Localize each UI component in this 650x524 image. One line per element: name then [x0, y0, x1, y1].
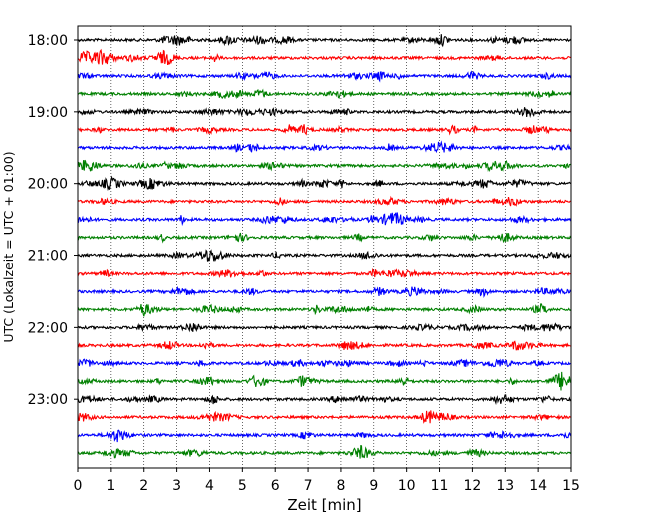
trace-line: [77, 175, 572, 192]
x-tick-label: 0: [74, 478, 83, 494]
trace-line: [77, 285, 572, 299]
trace-line: [77, 70, 572, 83]
x-tick-label: 7: [304, 478, 313, 494]
x-tick-label: 14: [529, 478, 547, 494]
trace-line: [77, 88, 572, 100]
trace-line: [77, 232, 572, 244]
trace-line: [77, 48, 571, 66]
trace-line: [77, 358, 572, 368]
x-tick-label: 13: [496, 478, 514, 494]
x-tick-label: 6: [271, 478, 280, 494]
x-tick-label: 15: [562, 478, 580, 494]
y-tick-label: 20:00: [28, 177, 68, 193]
trace-line: [77, 429, 572, 443]
trace-line: [77, 322, 572, 333]
x-tick-label: 1: [106, 478, 115, 494]
x-tick-label: 5: [238, 478, 247, 494]
x-tick-label: 2: [139, 478, 148, 494]
x-axis: 0 1 2 3 4 5 6 7 8 9 10 11 12 13 14 15: [74, 468, 580, 494]
trace-line: [77, 124, 572, 136]
trace-line: [77, 410, 571, 424]
x-tick-label: 12: [463, 478, 481, 494]
x-tick-label: 11: [431, 478, 449, 494]
trace-line: [77, 303, 572, 317]
x-tick-label: 4: [205, 478, 214, 494]
trace-line: [77, 445, 572, 459]
trace-line: [77, 268, 572, 279]
y-axis-label: UTC (Lokalzeit = UTC + 01:00): [1, 151, 16, 342]
traces: [77, 34, 572, 459]
trace-line: [77, 371, 572, 391]
trace-line: [77, 394, 572, 406]
x-axis-label: Zeit [min]: [287, 496, 361, 514]
y-tick-label: 19:00: [28, 105, 68, 121]
trace-line: [77, 159, 572, 173]
x-tick-label: 10: [398, 478, 416, 494]
trace-line: [77, 195, 571, 207]
y-axis: 18:00 19:00 20:00 21:00 22:00 23:00: [28, 33, 78, 408]
x-tick-label: 8: [336, 478, 345, 494]
trace-line: [77, 340, 571, 351]
trace-line: [77, 34, 572, 48]
x-tick-label: 3: [172, 478, 181, 494]
plot-frame: [77, 25, 572, 469]
trace-line: [77, 140, 572, 154]
y-tick-label: 23:00: [28, 392, 68, 408]
trace-line: [77, 212, 572, 227]
y-tick-label: 18:00: [28, 33, 68, 49]
x-tick-label: 9: [369, 478, 378, 494]
y-tick-label: 22:00: [28, 320, 68, 336]
trace-line: [77, 249, 572, 263]
y-tick-label: 21:00: [28, 249, 68, 265]
trace-line: [77, 107, 572, 118]
